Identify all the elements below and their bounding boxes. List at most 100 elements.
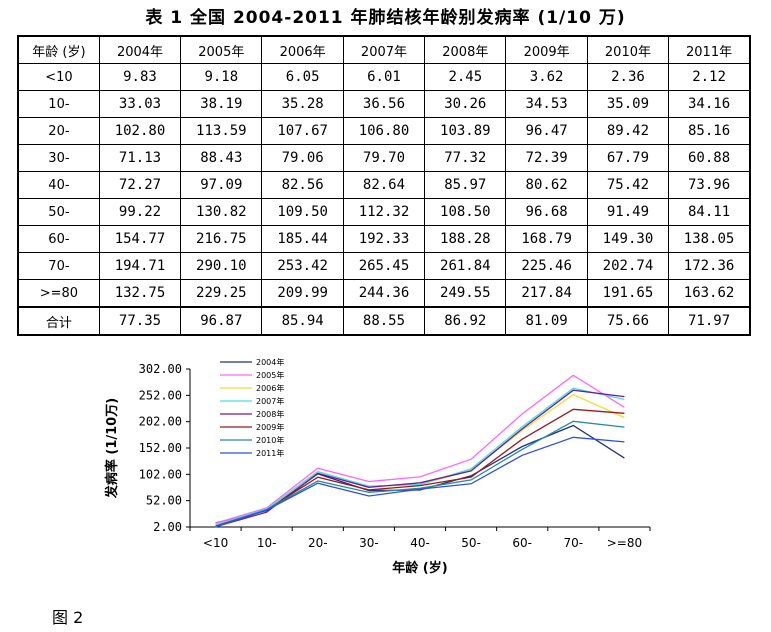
table-cell: 99.22: [98, 198, 182, 226]
row-header-cell: 60-: [17, 225, 100, 253]
table-cell: 244.36: [342, 279, 426, 308]
table-cell: 73.96: [668, 171, 751, 199]
row-header-cell: >=80: [17, 279, 100, 308]
column-header: 2007年: [342, 35, 426, 64]
table-cell: 85.97: [424, 171, 507, 199]
table-cell: 36.56: [342, 90, 426, 118]
table-cell: 96.87: [180, 306, 263, 336]
table-row: 60- 154.77 216.75 185.44 192.33 188.28 168.79 1…: [17, 225, 751, 253]
table-cell: 225.46: [505, 252, 588, 280]
x-tick-label: 20-: [308, 536, 328, 550]
column-header: 年龄 (岁): [17, 35, 100, 64]
table-cell: 75.42: [586, 171, 670, 199]
legend-entry: 2011年: [256, 448, 284, 458]
x-axis-title: 年龄 (岁): [392, 560, 447, 576]
x-tick-label: 50-: [461, 536, 481, 550]
table-cell: 71.97: [668, 306, 751, 336]
x-tick-label: 40-: [410, 536, 430, 550]
table-cell: 81.09: [505, 306, 588, 336]
row-header-cell: <10: [17, 63, 100, 91]
x-tick-label: 10-: [257, 536, 277, 550]
figure-caption: 图 2: [52, 608, 84, 627]
x-tick-label: 30-: [359, 536, 379, 550]
table-cell: 9.83: [98, 63, 182, 91]
table-cell: 35.09: [586, 90, 670, 118]
table-cell: 216.75: [180, 225, 263, 253]
row-header-cell: 40-: [17, 171, 100, 199]
table-row: >=80 132.75 229.25 209.99 244.36 249.55 217.84…: [17, 279, 751, 308]
table-cell: 60.88: [668, 144, 751, 172]
y-axis-title: 发病率 (1/10万): [104, 398, 120, 499]
table-cell: 96.47: [505, 117, 588, 145]
column-header: 2010年: [586, 35, 670, 64]
table-cell: 71.13: [98, 144, 182, 172]
incidence-table: 年龄 (岁) 2004年 2005年 2006年 2007年 2008年 2009年 2010…: [17, 35, 751, 336]
y-tick-label: 202.00: [139, 415, 182, 429]
table-cell: 67.79: [586, 144, 670, 172]
table-cell: 84.11: [668, 198, 751, 226]
table-cell: 91.49: [586, 198, 670, 226]
table-cell: 217.84: [505, 279, 588, 308]
table-header-row: 年龄 (岁) 2004年 2005年 2006年 2007年 2008年 2009年 2010…: [17, 35, 751, 64]
table-cell: 72.39: [505, 144, 588, 172]
table-cell: 88.55: [342, 306, 426, 336]
x-tick-label: 70-: [564, 536, 584, 550]
table-cell: 163.62: [668, 279, 751, 308]
table-cell: 85.16: [668, 117, 751, 145]
column-header: 2006年: [261, 35, 344, 64]
legend-entry: 2009年: [256, 422, 284, 432]
legend-entry: 2004年: [256, 357, 284, 367]
table-cell: 168.79: [505, 225, 588, 253]
table-cell: 79.70: [342, 144, 426, 172]
table-row: 70- 194.71 290.10 253.42 265.45 261.84 225.46 2…: [17, 252, 751, 280]
table-cell: 85.94: [261, 306, 344, 336]
table-cell: 86.92: [424, 306, 507, 336]
table-row: 10- 33.03 38.19 35.28 36.56 30.26 34.53 35.09 34…: [17, 90, 751, 118]
row-header-cell: 50-: [17, 198, 100, 226]
table-cell: 132.75: [98, 279, 182, 308]
legend-entry: 2006年: [256, 383, 284, 393]
table-cell: 265.45: [342, 252, 426, 280]
table-cell: 103.89: [424, 117, 507, 145]
table-cell: 202.74: [586, 252, 670, 280]
row-header-cell: 10-: [17, 90, 100, 118]
row-header-cell: 30-: [17, 144, 100, 172]
table-cell: 77.35: [98, 306, 182, 336]
y-tick-label: 52.00: [146, 494, 182, 508]
table-cell: 80.62: [505, 171, 588, 199]
table-cell: 2.36: [586, 63, 670, 91]
table-cell: 188.28: [424, 225, 507, 253]
table-cell: 2.12: [668, 63, 751, 91]
x-tick-label: 60-: [512, 536, 532, 550]
table-row: 50- 99.22 130.82 109.50 112.32 108.50 96.68 91.…: [17, 198, 751, 226]
table-cell: 6.01: [342, 63, 426, 91]
table-cell: 138.05: [668, 225, 751, 253]
table-cell: 209.99: [261, 279, 344, 308]
table-cell: 112.32: [342, 198, 426, 226]
table-cell: 108.50: [424, 198, 507, 226]
table-cell: 172.36: [668, 252, 751, 280]
x-tick-label: <10: [203, 536, 228, 550]
column-header: 2011年: [668, 35, 751, 64]
table-cell: 2.45: [424, 63, 507, 91]
table-cell: 185.44: [261, 225, 344, 253]
table-cell: 88.43: [180, 144, 263, 172]
table-cell: 89.42: [586, 117, 670, 145]
column-header: 2009年: [505, 35, 588, 64]
series-line-2007年: [215, 387, 625, 526]
row-header-cell: 70-: [17, 252, 100, 280]
table-cell: 96.68: [505, 198, 588, 226]
table-cell: 106.80: [342, 117, 426, 145]
legend-entry: 2008年: [256, 409, 284, 419]
y-tick-label: 252.00: [139, 388, 182, 402]
table-cell: 35.28: [261, 90, 344, 118]
table-cell: 229.25: [180, 279, 263, 308]
y-tick-label: 302.00: [139, 362, 182, 376]
x-tick-label: >=80: [607, 536, 642, 550]
table-cell: 9.18: [180, 63, 263, 91]
table-cell: 38.19: [180, 90, 263, 118]
table-cell: 33.03: [98, 90, 182, 118]
row-header-cell: 20-: [17, 117, 100, 145]
legend-entry: 2005年: [256, 370, 284, 380]
table-cell: 75.66: [586, 306, 670, 336]
